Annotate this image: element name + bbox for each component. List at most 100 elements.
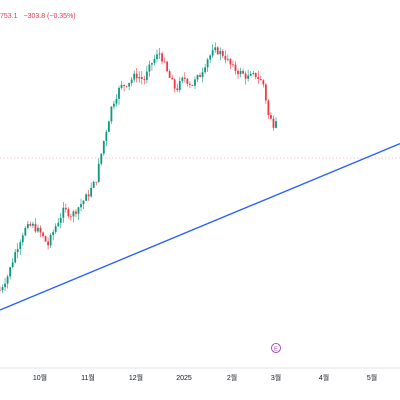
candle-body (107, 121, 110, 132)
candle-body (52, 232, 55, 235)
candle-body (59, 217, 62, 223)
candle-body (252, 72, 255, 74)
candle-body (0, 290, 1, 291)
candle-body (105, 131, 108, 142)
candle-body (178, 81, 181, 91)
x-tick-label: 12월 (129, 373, 143, 382)
candle-body (234, 64, 237, 71)
trendline[interactable] (0, 142, 400, 311)
candle-body (97, 163, 100, 183)
candle-body (242, 71, 244, 74)
candle-body (113, 103, 115, 107)
event-marker[interactable]: E (271, 343, 281, 353)
candle-body (135, 73, 138, 79)
candle-body (125, 86, 128, 87)
candle-body (204, 67, 207, 73)
candle-body (140, 77, 143, 79)
candle-body (168, 71, 171, 78)
candle-body (226, 58, 229, 60)
candle-body (24, 227, 27, 236)
candle-body (42, 232, 44, 237)
candle-body (216, 47, 219, 55)
candle-body (32, 223, 34, 226)
candle-body (186, 78, 189, 84)
candle-body (39, 227, 42, 233)
candle-body (221, 51, 224, 56)
candle-body (145, 71, 148, 80)
last-price-partial: 753.1 (0, 13, 18, 20)
candle-body (173, 79, 176, 89)
candle-body (206, 59, 209, 68)
candle-body (14, 252, 17, 263)
candle-body (275, 121, 277, 128)
candle-body (259, 78, 262, 81)
candle-body (21, 235, 24, 243)
candle-body (257, 77, 260, 79)
candle-body (199, 75, 201, 77)
price-change: −303.8 (−0.35%) (23, 13, 76, 20)
candle-body (130, 79, 133, 83)
candle-body (171, 77, 174, 80)
candle-body (75, 211, 77, 214)
candle-body (232, 64, 234, 65)
event-marker-icon[interactable] (271, 343, 281, 353)
candle-body (176, 88, 179, 91)
candle-body (87, 194, 90, 197)
candle-body (244, 73, 247, 79)
candle-body (219, 51, 222, 55)
candle-body (158, 53, 161, 55)
candle-body (80, 204, 82, 208)
candle-body (6, 276, 9, 284)
candle-body (181, 77, 184, 82)
candle-body (191, 84, 194, 86)
candle-body (209, 55, 212, 60)
time-axis: 10월 11월 12월 2025 2월 3월 4월 5월 (33, 373, 377, 382)
candle-body (11, 262, 14, 268)
candle-body (16, 249, 19, 253)
candle-body (148, 64, 151, 72)
candle-body (62, 207, 65, 218)
candle-body (133, 73, 136, 80)
x-tick-label: 3월 (271, 373, 281, 382)
candle-body (95, 181, 98, 183)
candle-body (67, 209, 70, 217)
candle-body (254, 72, 257, 78)
candle-body (4, 283, 6, 288)
candle-body (1, 287, 4, 291)
candle-body (151, 63, 153, 65)
candle-body (163, 61, 166, 63)
candle-body (92, 181, 95, 188)
x-tick-label: 10월 (33, 373, 47, 382)
candle-body (47, 241, 50, 246)
event-marker-label: E (274, 347, 278, 353)
candle-body (29, 223, 32, 226)
candle-body (34, 223, 37, 232)
candle-body (128, 82, 131, 87)
candle-body (100, 153, 103, 164)
candle-body (156, 54, 158, 60)
candle-body (239, 71, 242, 75)
candle-body (54, 226, 57, 233)
candle-body (143, 78, 146, 80)
candle-body (9, 267, 12, 277)
candle-body (189, 83, 191, 85)
x-tick-label: 2025 (176, 375, 192, 382)
candle-body (166, 61, 169, 72)
x-tick-label: 11월 (81, 373, 95, 382)
candle-body (249, 73, 252, 76)
candle-body (272, 118, 275, 128)
candle-body (64, 207, 67, 210)
candle-body (77, 207, 80, 214)
candle-body (214, 47, 217, 51)
candle-body (183, 77, 186, 79)
candle-body (247, 75, 250, 79)
x-tick-label: 2월 (227, 373, 237, 382)
candle-body (44, 236, 47, 242)
candle-body (85, 194, 87, 201)
candle-body (138, 77, 141, 79)
candle-body (90, 187, 93, 197)
candle-body (115, 98, 118, 104)
candle-body (49, 234, 52, 246)
candle-body (102, 141, 105, 154)
